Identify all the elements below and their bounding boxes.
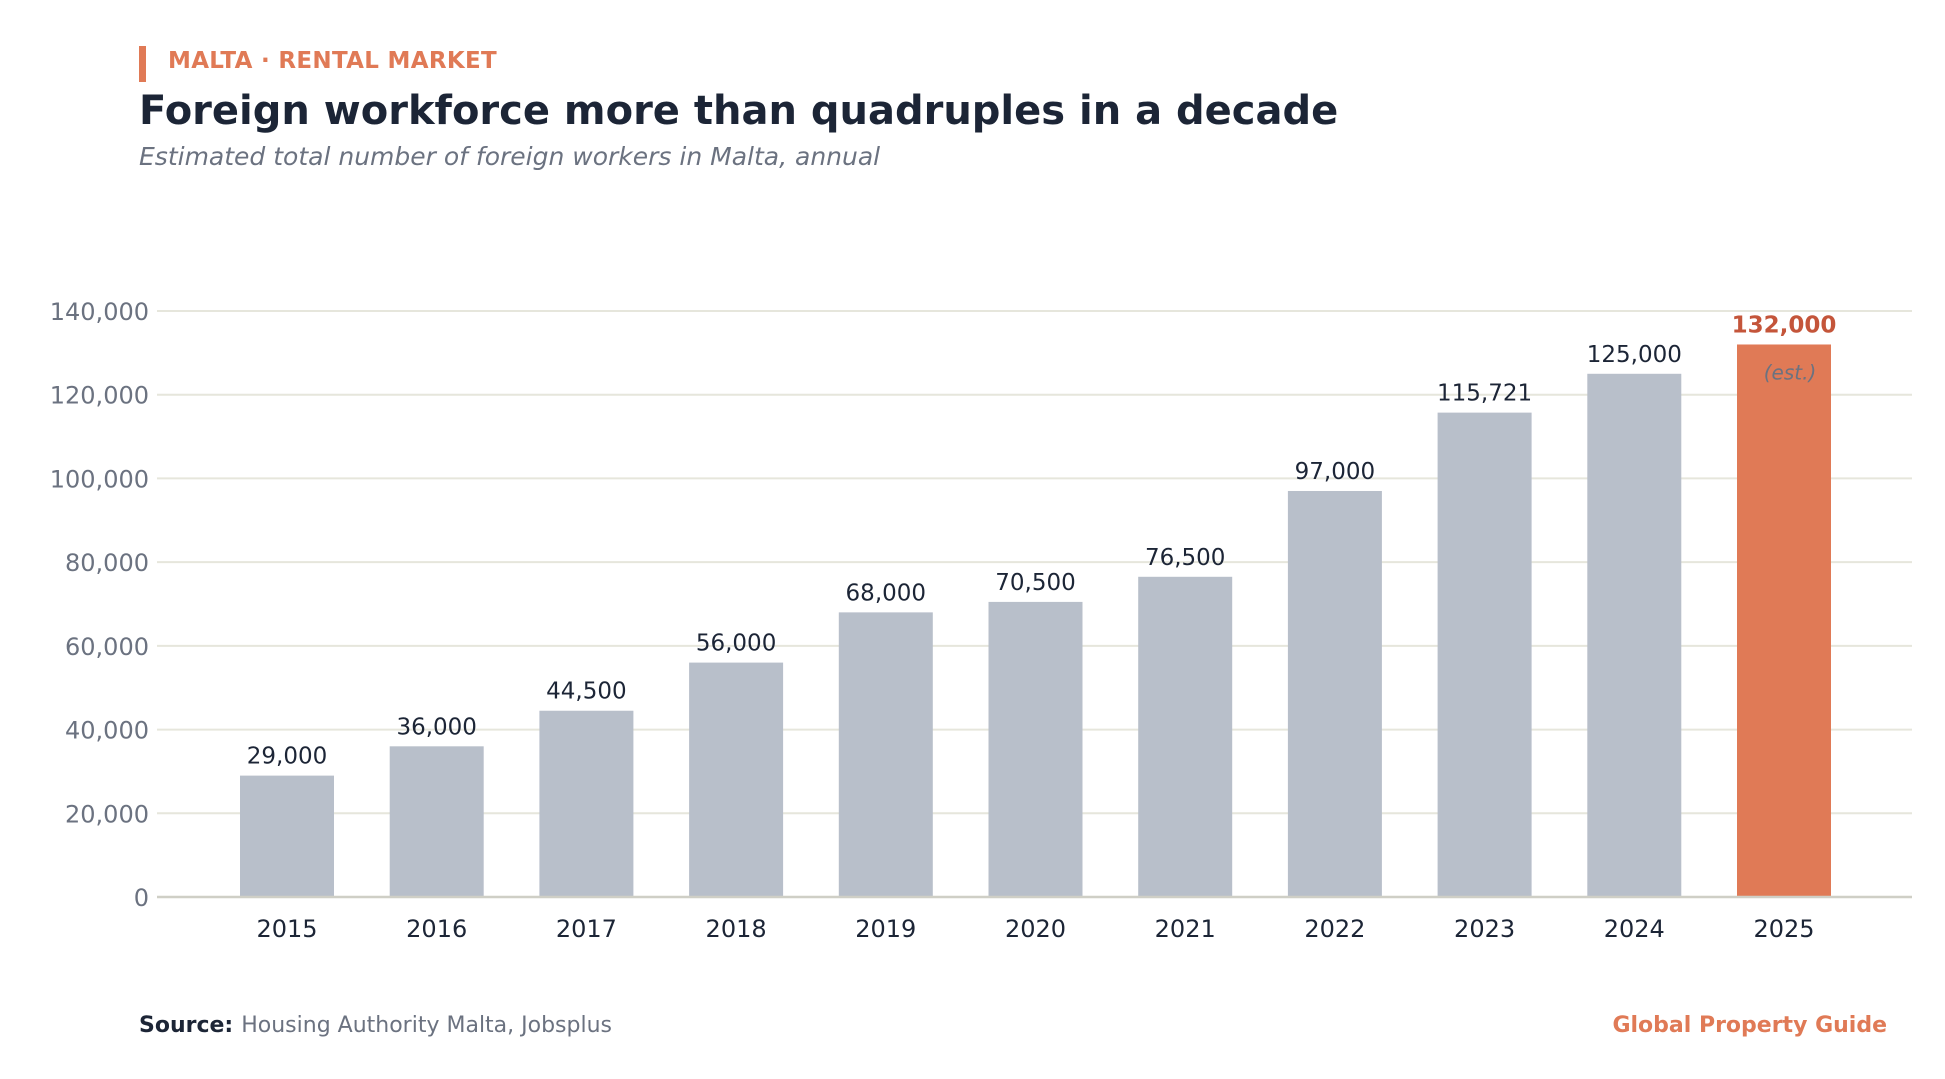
bar-value-label: 132,000 xyxy=(1732,312,1837,338)
bar-value-label: 29,000 xyxy=(247,744,327,770)
x-tick-label: 2024 xyxy=(1604,915,1665,943)
x-tick-label: 2018 xyxy=(706,915,767,943)
x-tick-label: 2023 xyxy=(1454,915,1515,943)
bar-2019 xyxy=(838,612,933,897)
bar-2020 xyxy=(988,601,1083,897)
x-tick-label: 2022 xyxy=(1304,915,1365,943)
source-text: Housing Authority Malta, Jobsplus xyxy=(241,1013,613,1038)
bar-2016 xyxy=(389,746,484,897)
estimate-note: (est.) xyxy=(1764,360,1817,384)
x-tick-label: 2020 xyxy=(1005,915,1066,943)
bar-2025 xyxy=(1737,344,1831,897)
bar-chart: 0 20,000 40,000 60,000 80,000 100,000 120,000 1… xyxy=(50,298,1912,943)
y-tick-label: 120,000 xyxy=(50,382,149,410)
source-note: Source: Housing Authority Malta, Jobsplus xyxy=(139,1013,612,1038)
y-tick-label: 100,000 xyxy=(50,465,149,493)
x-tick-label: 2021 xyxy=(1155,915,1216,943)
brand-logo-text[interactable]: Global Property Guide xyxy=(1612,1013,1887,1038)
kicker-accent-bar xyxy=(139,46,146,82)
y-tick-label: 40,000 xyxy=(65,717,149,745)
bar-2022 xyxy=(1287,490,1382,897)
y-tick-label: 20,000 xyxy=(65,800,149,828)
x-axis-ticks: 2015 2016 2017 2018 2019 2020 2021 2022 2023 2024… xyxy=(256,915,1814,943)
bar-2017 xyxy=(539,710,634,897)
bar-2021 xyxy=(1138,576,1233,897)
x-tick-label: 2017 xyxy=(556,915,617,943)
bar-value-label: 44,500 xyxy=(546,679,626,705)
bar-value-label: 115,721 xyxy=(1437,381,1532,407)
y-tick-label: 0 xyxy=(134,884,149,912)
x-tick-label: 2016 xyxy=(406,915,467,943)
source-label: Source: xyxy=(139,1013,234,1038)
x-tick-label: 2025 xyxy=(1753,915,1814,943)
bars xyxy=(240,344,1831,897)
bar-2023 xyxy=(1437,412,1532,897)
bar-value-label: 97,000 xyxy=(1295,459,1375,485)
y-axis-ticks: 0 20,000 40,000 60,000 80,000 100,000 120,000 1… xyxy=(50,298,149,912)
bar-value-label: 36,000 xyxy=(396,714,476,740)
bar-value-labels: 29,000 36,000 44,500 56,000 68,000 70,500 76,5… xyxy=(247,312,1837,769)
kicker: MALTA · RENTAL MARKET xyxy=(168,48,497,74)
bar-value-label: 56,000 xyxy=(696,631,776,657)
bar-2018 xyxy=(689,662,784,897)
bar-value-label: 68,000 xyxy=(846,580,926,606)
bar-value-label: 76,500 xyxy=(1145,545,1225,571)
y-tick-label: 80,000 xyxy=(65,549,149,577)
chart-title: Foreign workforce more than quadruples i… xyxy=(139,88,1339,134)
bar-2015 xyxy=(240,775,334,897)
y-tick-label: 60,000 xyxy=(65,633,149,661)
bar-2024 xyxy=(1587,373,1682,897)
bar-value-label: 125,000 xyxy=(1587,342,1682,368)
bar-value-label: 70,500 xyxy=(995,570,1075,596)
x-tick-label: 2015 xyxy=(256,915,317,943)
y-tick-label: 140,000 xyxy=(50,298,149,326)
x-tick-label: 2019 xyxy=(855,915,916,943)
chart-subtitle: Estimated total number of foreign worker… xyxy=(139,142,881,171)
